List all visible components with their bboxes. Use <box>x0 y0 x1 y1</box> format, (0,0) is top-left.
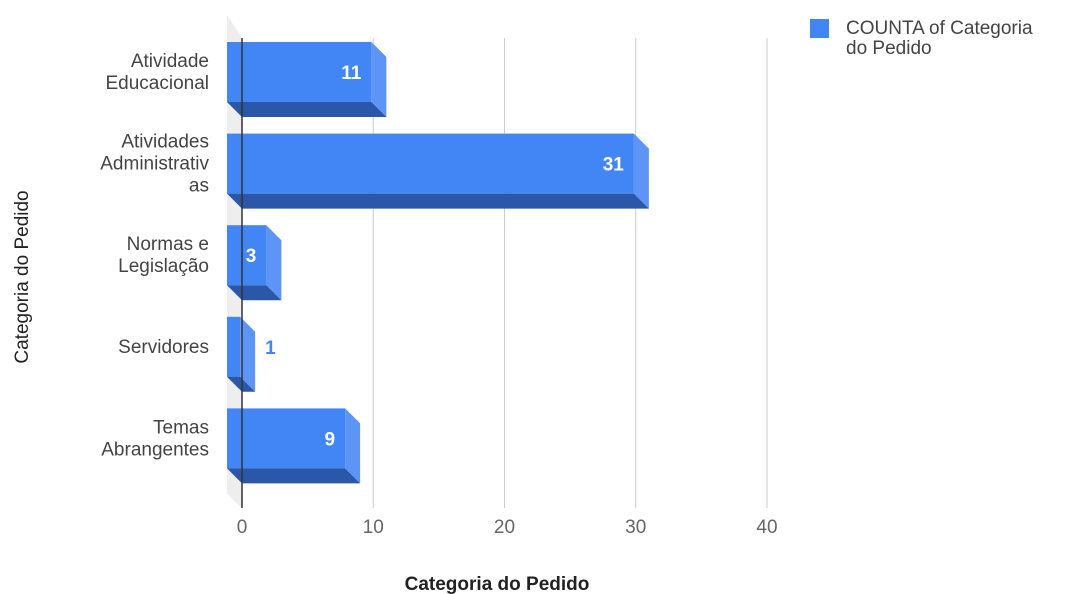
x-tick-label: 40 <box>756 517 777 538</box>
data-label: 3 <box>246 246 257 267</box>
x-tick-label: 0 <box>237 517 248 538</box>
legend-label-line-1: COUNTA of Categoria <box>846 18 1033 39</box>
bar[interactable] <box>227 408 361 484</box>
bar-side <box>633 133 649 209</box>
category-label-line: Educacional <box>105 73 209 94</box>
category-label-line: Administrativ <box>100 154 209 175</box>
category-label: Atividade Educacional <box>105 51 209 94</box>
bar-side <box>266 225 282 301</box>
bar-bottom <box>227 468 361 484</box>
y-axis-title: Categoria do Pedido <box>12 190 33 363</box>
data-label: 11 <box>341 63 362 84</box>
category-label-line: Atividade <box>131 51 209 72</box>
x-axis-title: Categoria do Pedido <box>405 574 590 594</box>
category-label-line: Atividades <box>121 132 209 153</box>
x-tick-label: 10 <box>363 517 384 538</box>
category-label-line: Servidores <box>118 337 209 358</box>
bar-face <box>227 316 241 377</box>
data-label: 9 <box>325 429 336 450</box>
category-label-line: Abrangentes <box>101 439 209 460</box>
bar-face <box>227 225 267 286</box>
bar[interactable] <box>227 225 282 301</box>
bar[interactable] <box>227 133 649 209</box>
x-tick-labels: 0 10 20 30 40 <box>237 517 778 538</box>
legend-label-line-2: do Pedido <box>846 38 932 59</box>
bar-bottom <box>227 285 282 301</box>
legend-label: COUNTA of Categoria do Pedido <box>846 18 1038 59</box>
category-label: Atividades Administrativ as <box>100 132 209 197</box>
bar-bottom <box>227 376 256 392</box>
category-label: Servidores <box>118 337 209 358</box>
bar-face <box>227 42 372 102</box>
bar-side <box>345 408 361 484</box>
bar[interactable] <box>227 316 256 392</box>
x-tick-label: 30 <box>625 517 646 538</box>
category-label-line: Temas <box>153 417 209 438</box>
category-label: Normas e Legislação <box>118 234 209 277</box>
data-label: 31 <box>603 155 625 176</box>
bar[interactable] <box>227 42 387 117</box>
bar-side <box>371 42 387 117</box>
grid-lines <box>372 38 768 508</box>
bars <box>227 42 649 484</box>
x-tick-label: 20 <box>494 517 515 538</box>
legend-swatch <box>810 19 829 38</box>
bar-face <box>227 408 346 469</box>
data-label: 1 <box>265 338 276 359</box>
category-label-line: Legislação <box>118 256 209 277</box>
category-label-line: Normas e <box>127 234 209 255</box>
category-labels: Atividade Educacional Atividades Administra… <box>100 51 209 460</box>
bar-bottom <box>227 193 649 209</box>
bar-side <box>240 316 256 392</box>
legend[interactable]: COUNTA of Categoria do Pedido <box>810 18 1038 59</box>
bar-bottom <box>227 102 387 117</box>
category-label: Temas Abrangentes <box>101 417 209 460</box>
category-label-line: as <box>189 176 209 197</box>
bar-face <box>227 133 634 194</box>
